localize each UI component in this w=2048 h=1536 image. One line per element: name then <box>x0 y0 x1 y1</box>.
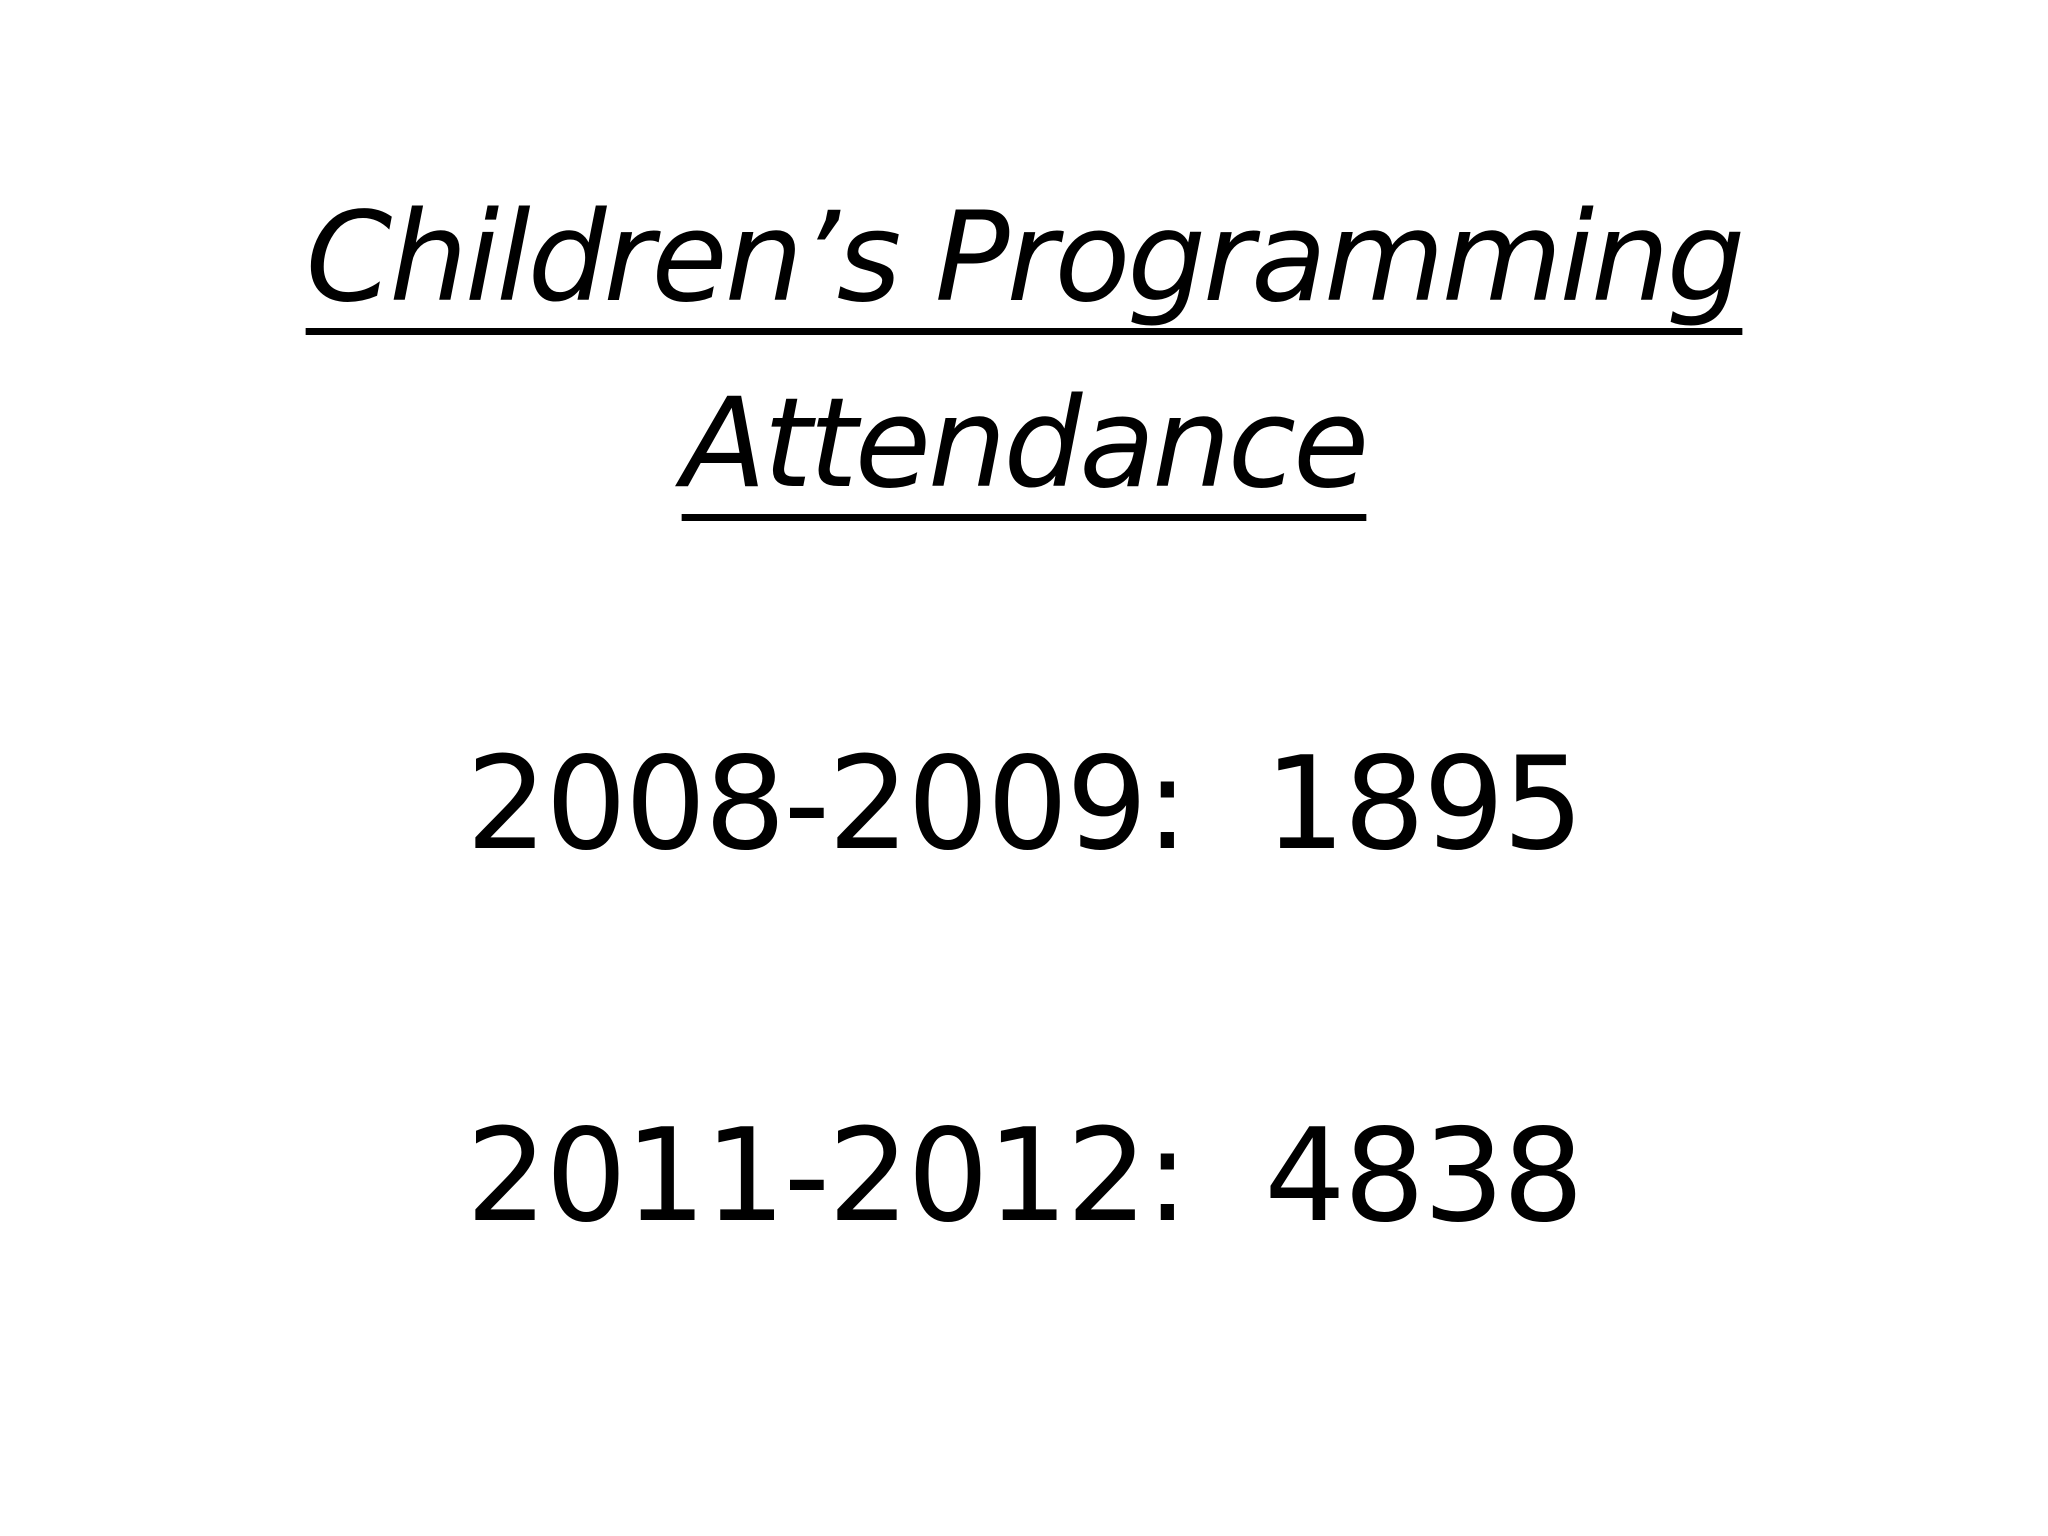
attendance-count: 1895 <box>1264 730 1584 879</box>
title-line-2: Attendance <box>681 372 1370 516</box>
attendance-row-2008-2009: 2008-2009: 1895 <box>0 730 2048 880</box>
attendance-period: 2008-2009: <box>466 730 1189 879</box>
title-line-1: Children’s Programming <box>305 186 1746 330</box>
attendance-period: 2011-2012: <box>466 1102 1189 1251</box>
attendance-row-2011-2012: 2011-2012: 4838 <box>0 1102 2048 1252</box>
attendance-count: 4838 <box>1264 1102 1584 1251</box>
slide-title: Children’s Programming Attendance <box>0 165 2048 537</box>
